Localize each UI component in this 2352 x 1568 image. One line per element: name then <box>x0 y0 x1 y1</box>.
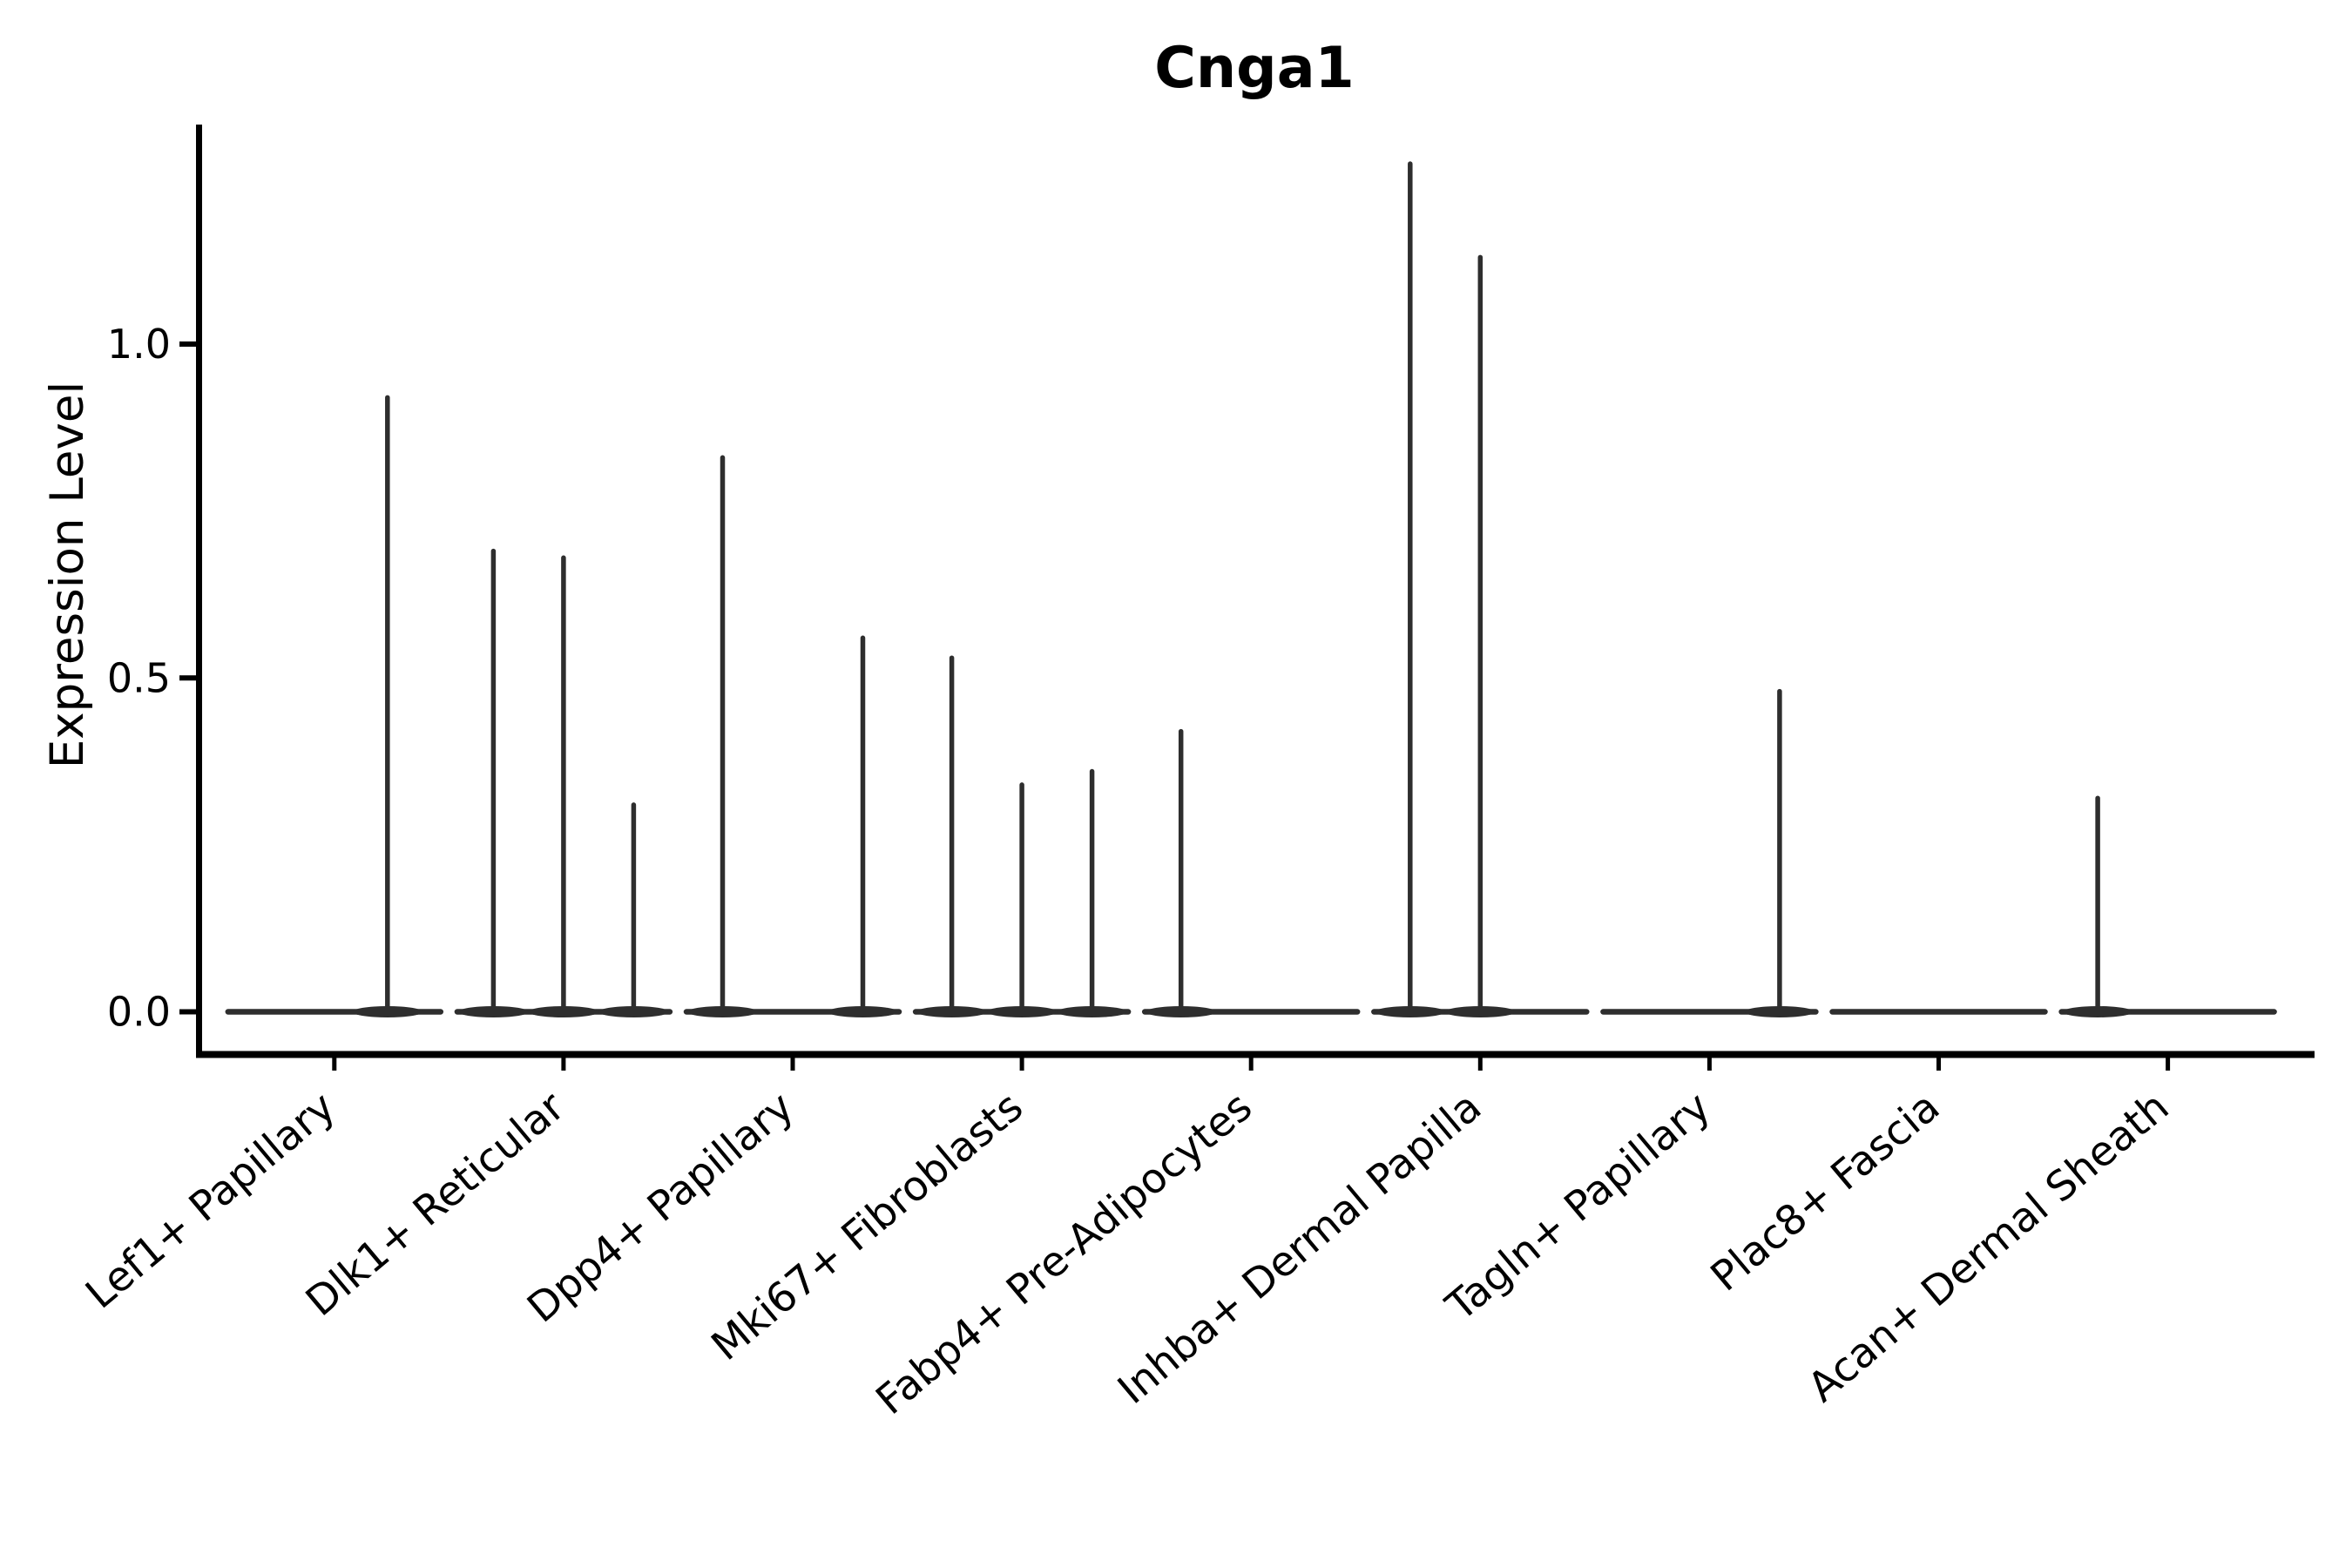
y-axis-label: Expression Level <box>41 382 94 768</box>
x-tick-label: Acan+ Dermal Sheath <box>1799 1083 2178 1412</box>
y-tick-label: 1.0 <box>107 321 171 368</box>
x-tick-label: Fabp4+ Pre-Adipocytes <box>868 1083 1261 1424</box>
chart-title: Cnga1 <box>1154 36 1355 101</box>
x-tick-label: Plac8+ Fascia <box>1702 1083 1950 1301</box>
x-tick-label: Inhba+ Dermal Papilla <box>1109 1083 1490 1414</box>
y-tick-label: 0.5 <box>107 654 171 701</box>
y-tick-label: 0.0 <box>107 989 171 1036</box>
